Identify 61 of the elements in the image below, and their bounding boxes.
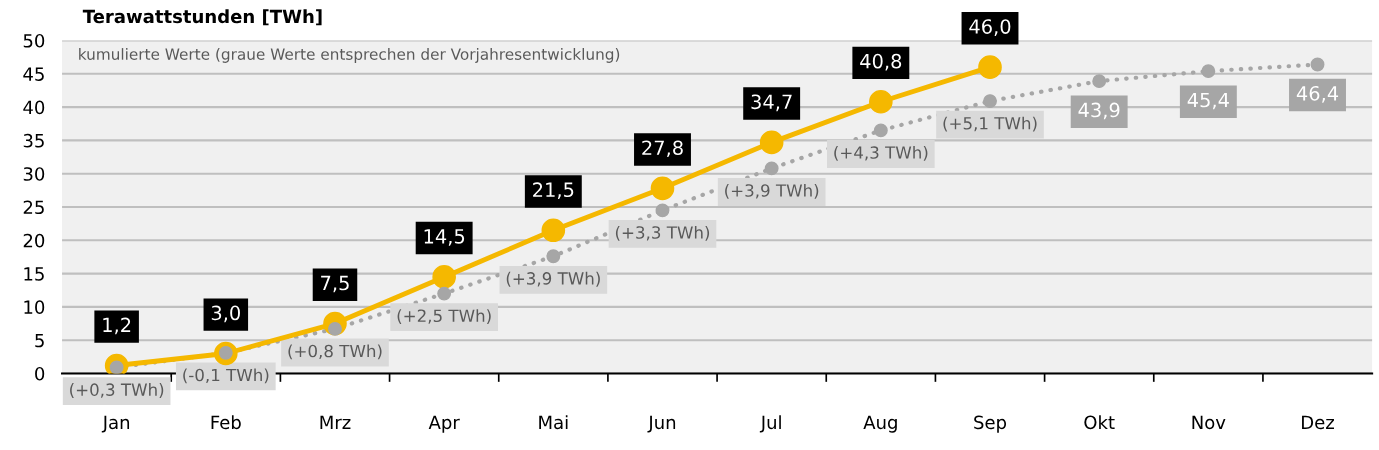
- x-tick-label: Jun: [647, 415, 676, 433]
- annotation: (+3,9 TWh): [506, 271, 600, 287]
- annotation: (+0,3 TWh): [70, 383, 164, 398]
- annotation: (+3,3 TWh): [615, 225, 710, 241]
- x-tick-label: Nov: [1192, 415, 1226, 430]
- x-tick-label: Aug: [863, 415, 897, 433]
- x-tick-label: Sep: [974, 415, 1007, 433]
- x-tick-label: Jan: [101, 415, 130, 433]
- y-tick-label: 50: [23, 33, 45, 48]
- point: [759, 130, 784, 155]
- data-label: 43,9: [1078, 102, 1120, 120]
- point: [1092, 74, 1107, 89]
- point: [1201, 64, 1216, 79]
- x-tick-label: Mai: [539, 415, 568, 430]
- data-label: 46,0: [969, 19, 1011, 36]
- x-tick-label: Apr: [428, 415, 460, 433]
- y-tick-label: 5: [35, 333, 44, 348]
- point: [432, 265, 456, 289]
- point: [541, 218, 566, 243]
- annotation: (-0,1 TWh): [183, 368, 269, 384]
- point: [869, 89, 893, 114]
- y-tick-label: 40: [23, 100, 45, 115]
- data-label: 14,5: [424, 229, 465, 246]
- x-tick-label: Feb: [211, 415, 241, 430]
- point: [873, 123, 888, 138]
- data-label: 40,8: [860, 53, 902, 71]
- y-tick-label: 15: [24, 267, 44, 281]
- data-label: 45,4: [1187, 92, 1229, 110]
- point: [978, 55, 1002, 79]
- x-tick-label: Mrz: [320, 415, 351, 429]
- y-tick-label: 45: [23, 67, 44, 81]
- annotation: (+2,5 TWh): [397, 309, 491, 324]
- y-tick-label: 10: [24, 300, 45, 315]
- point: [546, 249, 561, 264]
- x-tick-label: Okt: [1084, 415, 1115, 430]
- chart-subtitle: kumulierte Werte (graue Werte entsprechen der Vorjahresentwicklung): [79, 48, 620, 63]
- y-tick-label: 0: [35, 366, 45, 381]
- annotation: (+3,9 TWh): [725, 183, 819, 199]
- data-label: 3,0: [211, 305, 240, 323]
- data-label: 1,2: [103, 317, 131, 335]
- data-label: 7,5: [321, 275, 349, 293]
- x-tick-label: Jul: [759, 415, 781, 433]
- y-tick-label: 30: [23, 167, 45, 181]
- y-tick-label: 25: [23, 200, 44, 215]
- data-label: 46,4: [1296, 85, 1339, 103]
- annotation: (+5,1 TWh): [943, 116, 1037, 132]
- y-axis-title: Terawattstunden [TWh]: [82, 9, 322, 26]
- y-tick-label: 20: [23, 233, 45, 248]
- point: [437, 286, 452, 301]
- data-label: 34,7: [751, 94, 792, 112]
- annotation: (+0,8 TWh): [288, 344, 382, 360]
- y-tick-label: 35: [23, 133, 44, 148]
- data-label: 21,5: [533, 182, 574, 200]
- point: [650, 176, 675, 201]
- x-tick-label: Dez: [1302, 415, 1334, 430]
- point: [1310, 57, 1325, 72]
- annotation: (+4,3 TWh): [834, 145, 928, 161]
- point: [655, 203, 670, 218]
- point: [764, 161, 779, 176]
- point: [983, 94, 997, 109]
- data-label: 27,8: [642, 140, 683, 158]
